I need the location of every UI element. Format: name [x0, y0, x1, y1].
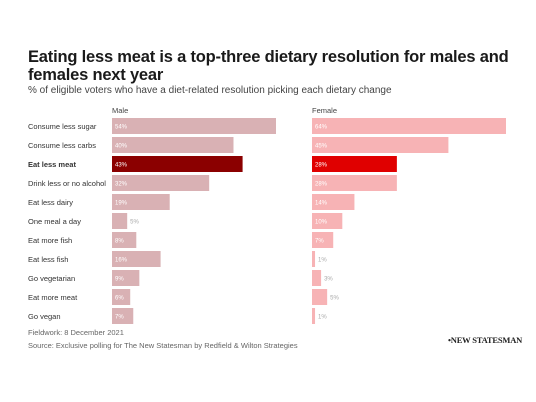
female-value-label: 64% — [315, 125, 328, 131]
female-value-label: 28% — [315, 182, 328, 188]
male-bar — [112, 118, 276, 134]
fieldwork-note: Fieldwork: 8 December 2021 — [28, 328, 124, 337]
female-bar — [312, 137, 449, 153]
female-value-label: 14% — [315, 201, 328, 207]
male-value-label: 7% — [115, 315, 124, 321]
category-label: Eat less dairy — [28, 198, 73, 207]
male-bar — [112, 175, 210, 191]
male-bar — [112, 251, 161, 267]
category-label: Eat less meat — [28, 160, 76, 169]
female-value-label: 5% — [330, 296, 339, 302]
female-value-label: 45% — [315, 144, 328, 150]
new-statesman-logo: •NEW STATESMAN — [448, 335, 523, 345]
female-bar — [312, 251, 316, 267]
female-bar — [312, 308, 316, 324]
category-label: Eat more meat — [28, 293, 78, 302]
male-bar — [112, 213, 128, 229]
male-bar — [112, 232, 137, 248]
category-label: Go vegan — [28, 312, 61, 321]
male-value-label: 19% — [115, 201, 128, 207]
male-value-label: 6% — [115, 296, 124, 302]
female-bar — [312, 156, 397, 172]
male-value-label: 8% — [115, 239, 124, 245]
series-header-male: Male — [112, 106, 128, 115]
male-value-label: 32% — [115, 182, 128, 188]
female-bar — [312, 194, 355, 210]
category-label: Eat less fish — [28, 255, 68, 264]
male-bar — [112, 270, 140, 286]
series-header-female: Female — [312, 106, 337, 115]
female-value-label: 10% — [315, 220, 328, 226]
male-bar — [112, 137, 234, 153]
male-value-label: 16% — [115, 258, 128, 264]
source-note: Source: Exclusive polling for The New St… — [28, 341, 298, 350]
category-label: Consume less carbs — [28, 141, 96, 150]
category-label: Consume less sugar — [28, 122, 97, 131]
female-value-label: 28% — [315, 163, 328, 169]
male-bar — [112, 308, 134, 324]
female-bar — [312, 118, 506, 134]
category-label: Drink less or no alcohol — [28, 179, 106, 188]
male-bar — [112, 156, 243, 172]
category-label: One meal a day — [28, 217, 81, 226]
category-label: Eat more fish — [28, 236, 72, 245]
male-value-label: 5% — [130, 220, 139, 226]
female-value-label: 3% — [324, 277, 333, 283]
male-value-label: 43% — [115, 163, 128, 169]
female-bar — [312, 232, 334, 248]
category-label: Go vegetarian — [28, 274, 75, 283]
female-bar — [312, 175, 397, 191]
female-value-label: 1% — [318, 315, 327, 321]
female-value-label: 7% — [315, 239, 324, 245]
chart-subtitle: % of eligible voters who have a diet-rel… — [28, 85, 392, 96]
male-value-label: 9% — [115, 277, 124, 283]
female-value-label: 1% — [318, 258, 327, 264]
male-value-label: 40% — [115, 144, 128, 150]
bar-chart: Male Female Consume less sugar 54% 64% Consum… — [28, 106, 506, 324]
chart-title: Eating less meat is a top-three dietary … — [28, 48, 509, 84]
female-bar — [312, 289, 328, 305]
female-bar — [312, 213, 343, 229]
male-bar — [112, 194, 170, 210]
female-bar — [312, 270, 322, 286]
male-value-label: 54% — [115, 125, 128, 131]
male-bar — [112, 289, 131, 305]
